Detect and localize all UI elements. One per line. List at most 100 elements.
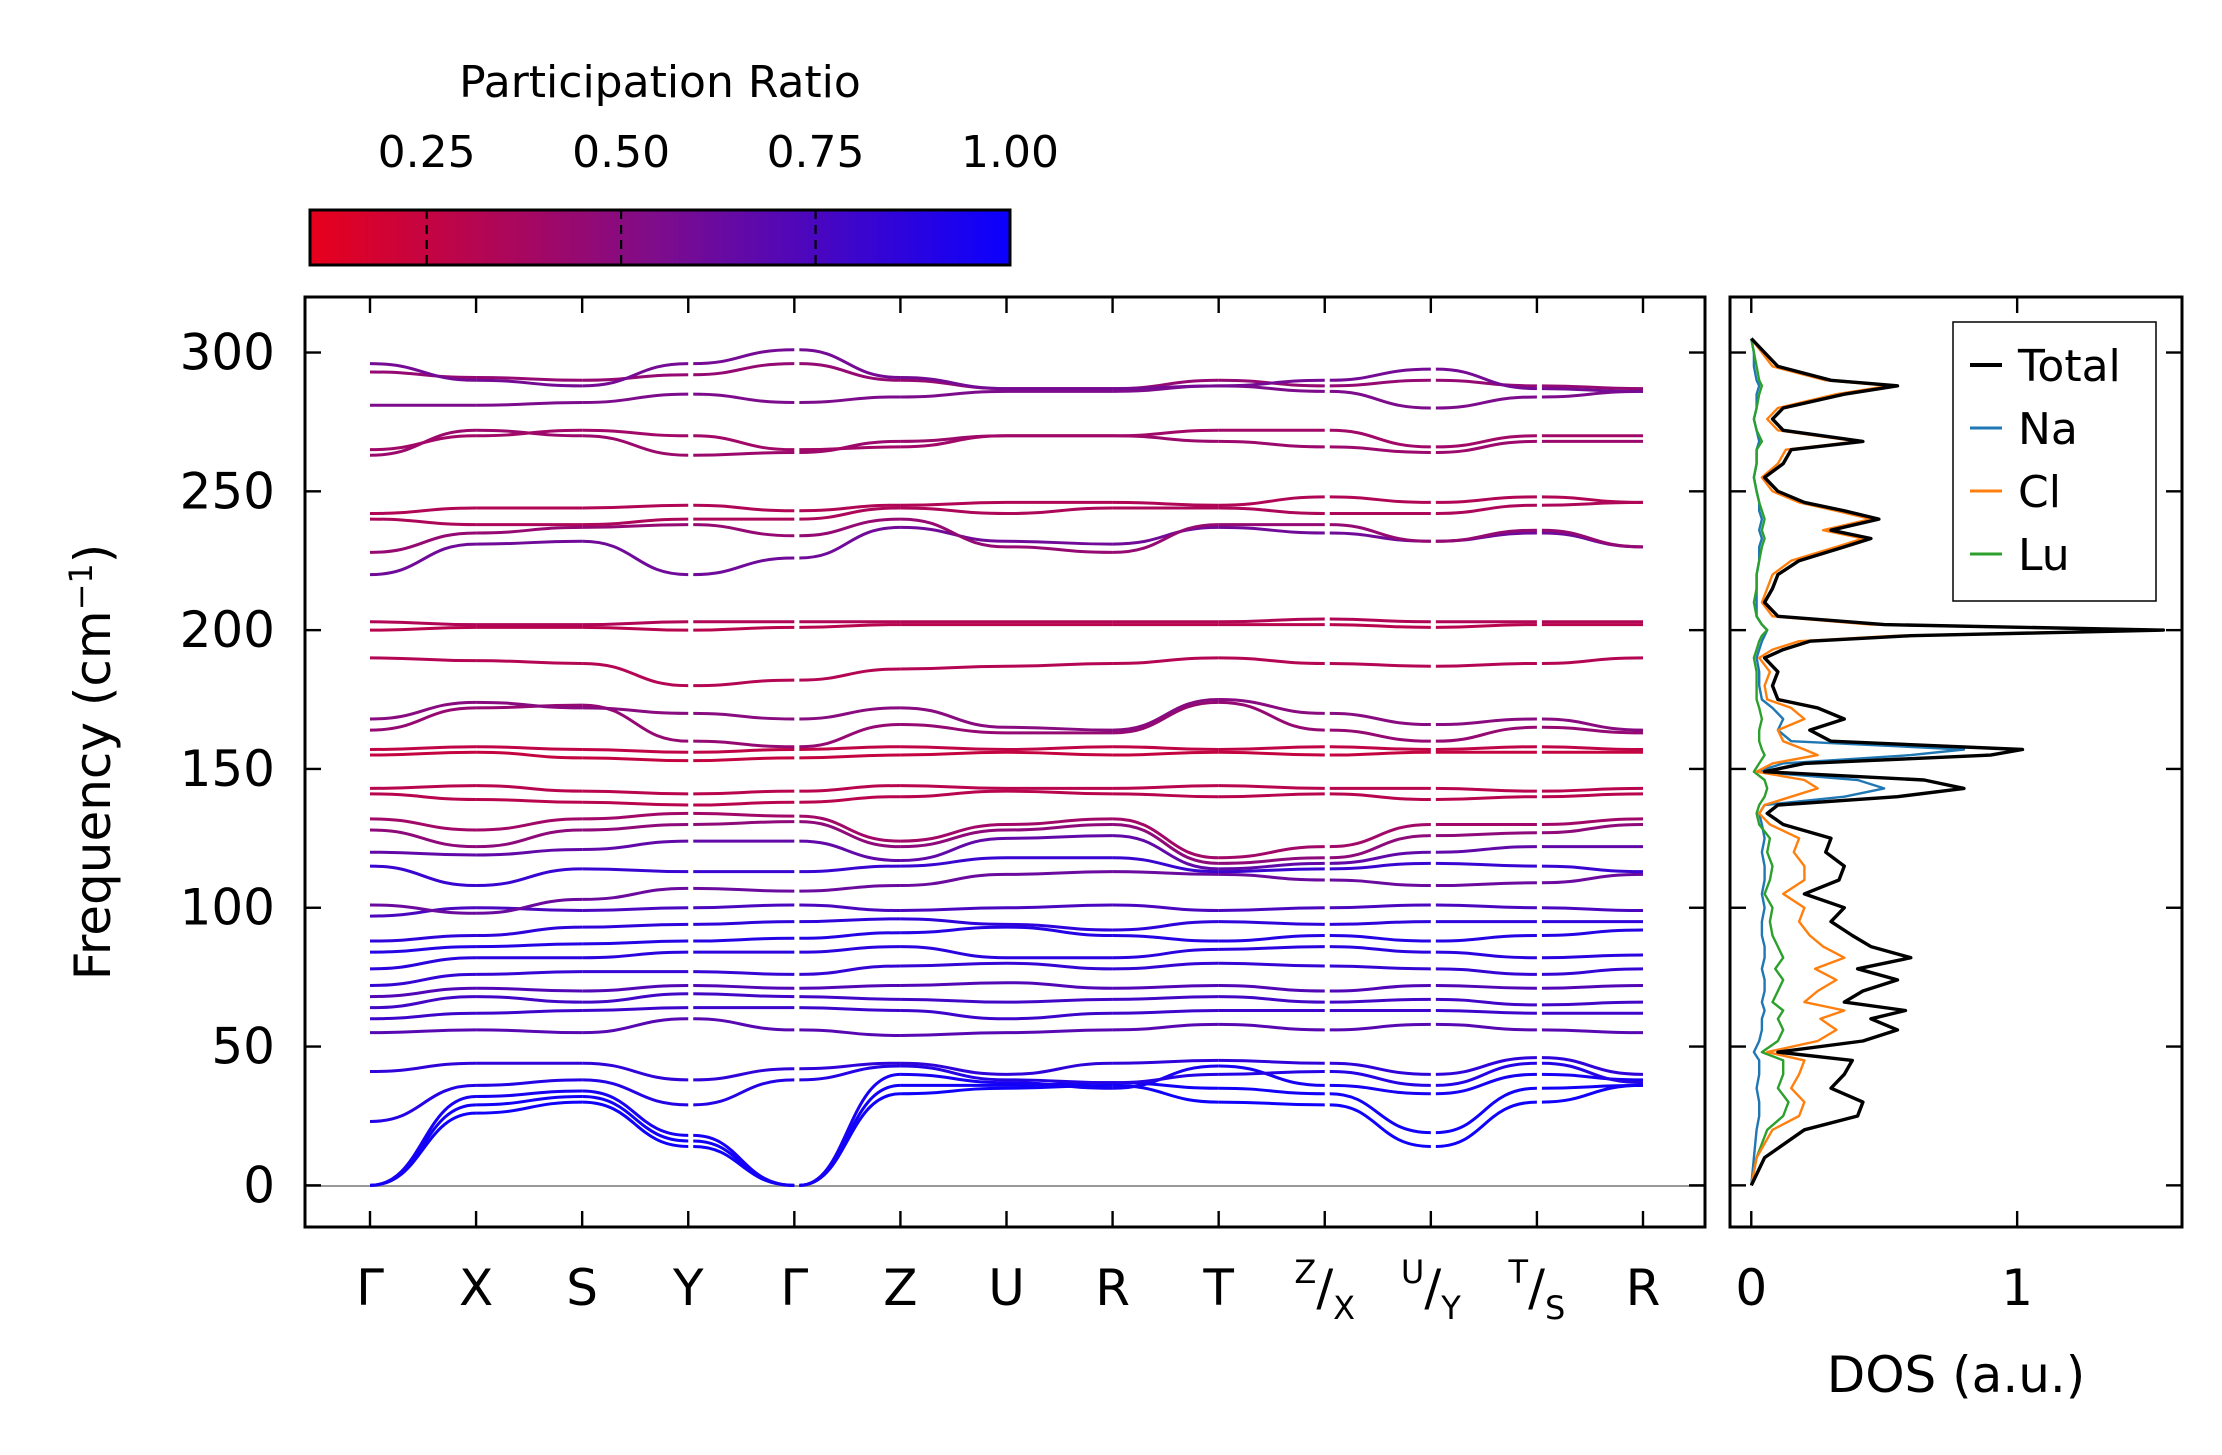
band-segment-band-13 <box>582 922 689 929</box>
frequency-axis: 0 50 100 150 200 250 300 <box>180 324 1705 1214</box>
band-segment-band-4 <box>1112 1072 1219 1085</box>
band-segment-band-16 <box>1329 861 1431 871</box>
band-segment-band-18 <box>1218 856 1325 865</box>
colorbar-tick-label: 0.50 <box>572 127 670 178</box>
band-segment-band-9 <box>1218 983 1325 993</box>
band-segment-band-34 <box>1112 428 1219 438</box>
band-segment-acoustic-3 <box>1435 1072 1537 1096</box>
band-segment-band-27 <box>582 625 689 632</box>
band-segment-band-30 <box>693 523 795 538</box>
colorbar: Participation Ratio 0.25 0.50 0.75 1.00 <box>308 57 1059 267</box>
band-segment-band-24 <box>799 723 901 749</box>
band-segment-band-30 <box>900 517 1007 549</box>
band-segment-band-32 <box>1218 495 1325 507</box>
high-symmetry-label: Y <box>672 1259 704 1317</box>
dos-x-tick-label: 0 <box>1735 1259 1767 1317</box>
band-segment-band-32 <box>900 500 1007 507</box>
band-segment-band-36 <box>1329 378 1431 388</box>
band-segment-band-21 <box>799 784 901 793</box>
band-segment-band-30 <box>1541 528 1644 549</box>
band-segment-band-16 <box>799 864 901 874</box>
band-segment-band-33 <box>1329 445 1431 454</box>
band-segment-band-25 <box>1006 725 1113 732</box>
band-segment-band-35 <box>582 392 689 404</box>
y-tick-label: 200 <box>180 601 275 659</box>
band-segment-band-29 <box>799 525 901 560</box>
band-segment-band-37 <box>369 362 477 382</box>
high-symmetry-axis: Γ X S Y Γ Z U R T Z/X U/Y T/S R <box>356 297 1660 1327</box>
band-segment-band-6 <box>582 1017 689 1035</box>
band-segment-band-20 <box>1329 792 1431 801</box>
band-segment-band-21 <box>693 789 795 796</box>
band-segment-band-14 <box>476 906 583 913</box>
band-segment-band-32 <box>369 506 477 516</box>
high-symmetry-label: S <box>566 1259 598 1317</box>
band-segment-band-15 <box>582 886 689 901</box>
band-segment-band-21 <box>1218 784 1325 790</box>
y-tick-label: 100 <box>180 879 275 937</box>
band-segment-band-27 <box>369 625 477 632</box>
band-segment-band-20 <box>900 789 1007 799</box>
band-segment-band-15 <box>1435 881 1537 888</box>
band-segment-band-18 <box>1006 822 1113 832</box>
high-symmetry-label: T <box>1202 1259 1234 1317</box>
band-segment-band-35 <box>1329 389 1431 410</box>
band-segment-band-5 <box>693 1067 795 1082</box>
phonon-bands <box>369 348 1644 1187</box>
band-segment-band-29 <box>693 556 795 577</box>
band-segment-band-27 <box>1329 623 1431 629</box>
band-segment-acoustic-1 <box>1329 1103 1431 1148</box>
band-segment-band-37 <box>900 376 1007 391</box>
band-segment-acoustic-3 <box>582 1089 689 1137</box>
band-segment-band-20 <box>1112 792 1219 799</box>
band-segment-band-20 <box>799 795 901 804</box>
band-segment-band-10 <box>900 961 1007 968</box>
band-segment-band-20 <box>1435 795 1537 801</box>
band-segment-band-36 <box>369 370 477 380</box>
band-segment-acoustic-3 <box>900 1072 1007 1085</box>
band-segment-band-20 <box>693 800 795 807</box>
band-segment-band-22 <box>1006 750 1113 757</box>
band-segment-band-12 <box>476 942 583 949</box>
band-segment-band-34 <box>900 434 1007 449</box>
band-segment-band-4 <box>799 1064 901 1082</box>
band-segment-band-9 <box>369 986 477 999</box>
band-segment-band-31 <box>900 506 1007 516</box>
band-segment-band-5 <box>1112 1058 1219 1065</box>
band-segment-band-15 <box>1329 878 1431 888</box>
band-segment-band-6 <box>900 1031 1007 1037</box>
high-symmetry-label: T/S <box>1508 1253 1566 1327</box>
band-segment-band-28 <box>369 620 477 627</box>
band-segment-band-4 <box>1218 1070 1325 1076</box>
band-segment-acoustic-1 <box>582 1100 689 1148</box>
band-segment-band-19 <box>1329 822 1431 849</box>
band-segment-band-22 <box>1218 750 1325 757</box>
band-segment-acoustic-1 <box>1435 1100 1537 1148</box>
band-segment-band-8 <box>1006 997 1113 1004</box>
dos-legend: Total Na Cl Lu <box>1952 321 2157 602</box>
band-segment-band-12 <box>1112 934 1219 943</box>
band-segment-band-21 <box>476 784 583 793</box>
band-segment-band-24 <box>1112 700 1219 735</box>
band-segment-band-24 <box>1541 725 1644 735</box>
band-segment-band-32 <box>799 503 901 513</box>
band-segment-band-29 <box>1112 525 1219 546</box>
band-segment-band-18 <box>900 828 1007 849</box>
y-tick-label: 300 <box>180 324 275 382</box>
band-segment-band-4 <box>582 1078 689 1107</box>
band-segment-band-29 <box>1218 525 1325 535</box>
band-segment-band-8 <box>1218 995 1325 1004</box>
band-segment-band-13 <box>693 920 795 926</box>
band-segment-acoustic-1 <box>799 1092 901 1187</box>
band-segment-band-13 <box>1329 920 1431 926</box>
band-segment-band-25 <box>582 706 689 715</box>
band-segment-band-35 <box>1435 395 1537 410</box>
band-segment-band-7 <box>900 1008 1007 1021</box>
band-segment-band-22 <box>1112 750 1219 757</box>
band-segment-band-14 <box>369 906 477 918</box>
band-segment-band-16 <box>369 864 477 888</box>
band-segment-band-21 <box>1112 784 1219 790</box>
band-segment-band-19 <box>1541 817 1644 826</box>
band-segment-band-4 <box>900 1064 1007 1082</box>
